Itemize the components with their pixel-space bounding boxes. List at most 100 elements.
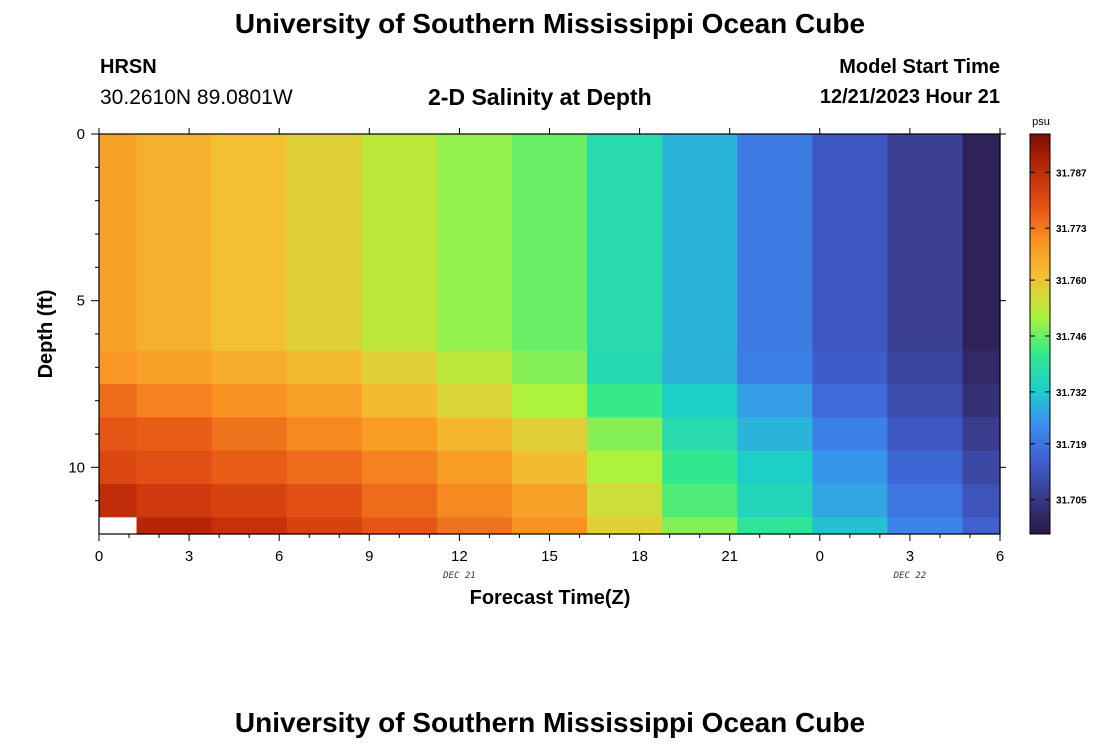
heatmap-cell: [812, 484, 888, 518]
heatmap-cell: [286, 450, 363, 485]
heatmap-cell: [99, 350, 138, 385]
x-tick-label: 21: [721, 548, 738, 565]
heatmap-cell: [887, 484, 964, 518]
x-tick-label: 15: [541, 548, 558, 565]
heatmap-cell: [286, 417, 363, 452]
x-tick-label: 6: [275, 548, 283, 565]
heatmap-cell: [962, 417, 1001, 452]
color-scale-label: 31.773: [1056, 224, 1087, 235]
y-axis-title: Depth (ft): [35, 290, 57, 379]
heatmap-cell: [436, 450, 513, 485]
heatmap-cell: [99, 384, 138, 418]
heatmap-cell: [662, 517, 738, 535]
heatmap-cell: [737, 484, 813, 518]
x-tick-label: 0: [816, 548, 824, 565]
heatmap-cell: [361, 350, 438, 385]
heatmap-cell: [436, 350, 513, 385]
heatmap-cell: [587, 384, 663, 418]
heatmap-cell: [361, 134, 438, 352]
heatmap-cell: [511, 450, 588, 485]
heatmap-cell: [812, 417, 888, 452]
color-scale-label: 31.787: [1056, 168, 1087, 179]
x-tick-label: 0: [95, 548, 103, 565]
heatmap-cell: [812, 450, 888, 485]
heatmap-cell: [511, 517, 588, 535]
heatmap-cells: [99, 134, 1001, 535]
heatmap-cell: [737, 417, 813, 452]
heatmap-cell: [511, 134, 588, 352]
heatmap-cell: [511, 384, 588, 418]
model-start-time: 12/21/2023 Hour 21: [819, 86, 1000, 108]
heatmap-cell: [436, 134, 513, 352]
heatmap-cell: [211, 517, 288, 535]
day-label: DEC 21: [442, 571, 476, 581]
heatmap-cell: [99, 517, 138, 535]
heatmap-cell: [286, 484, 363, 518]
footer-title: University of Southern Mississippi Ocean…: [234, 707, 866, 738]
heatmap-cell: [286, 350, 363, 385]
heatmap-cell: [962, 450, 1001, 485]
heatmap-cell: [436, 384, 513, 418]
heatmap-cell: [962, 517, 1001, 535]
heatmap-cell: [211, 384, 288, 418]
color-scale-label: 31.719: [1056, 440, 1087, 451]
heatmap-cell: [136, 384, 213, 418]
heatmap-cell: [99, 450, 138, 485]
x-tick-label: 3: [185, 548, 193, 565]
heatmap-cell: [812, 350, 888, 385]
y-tick-label: 5: [77, 293, 85, 310]
heatmap-cell: [361, 450, 438, 485]
color-scale-label: 31.760: [1056, 276, 1087, 287]
x-tick-label: 3: [906, 548, 914, 565]
heatmap-cell: [136, 484, 213, 518]
color-scale-gradient: [1029, 133, 1051, 535]
x-axis: 0 3 6 9 12 15 18 21 0 3 6 DEC 21 DEC 22: [95, 128, 1004, 581]
heatmap-cell: [136, 417, 213, 452]
heatmap-cell: [511, 350, 588, 385]
heatmap-cell: [361, 417, 438, 452]
heatmap-cell: [136, 134, 213, 352]
x-tick-label: 9: [365, 548, 373, 565]
heatmap-cell: [737, 517, 813, 535]
heatmap-cell: [286, 517, 363, 535]
heatmap-cell: [812, 134, 888, 352]
heatmap-cell: [887, 134, 964, 352]
heatmap-cell: [887, 417, 964, 452]
color-scale-label: 31.732: [1056, 388, 1087, 399]
y-axis: 0 5 10: [68, 126, 1006, 502]
x-axis-title: Forecast Time(Z): [470, 587, 631, 609]
x-tick-label: 12: [451, 548, 468, 565]
heatmap-cell: [136, 350, 213, 385]
y-tick-label: 0: [77, 126, 85, 143]
heatmap-cell: [587, 484, 663, 518]
heatmap-cell: [887, 517, 964, 535]
page-title: University of Southern Mississippi Ocean…: [234, 8, 866, 39]
color-scale-bar: 31.787 31.773 31.760 31.746 31.732 31.719 31.7…: [1029, 133, 1087, 535]
heatmap-cell: [887, 450, 964, 485]
day-label: DEC 22: [893, 571, 927, 581]
heatmap-cell: [962, 134, 1001, 352]
heatmap-cell: [587, 350, 663, 385]
color-scale-unit: psu: [1032, 116, 1050, 128]
heatmap-cell: [812, 384, 888, 418]
heatmap-cell: [361, 484, 438, 518]
heatmap-cell: [211, 134, 288, 352]
y-tick-label: 10: [68, 459, 85, 476]
heatmap-cell: [962, 484, 1001, 518]
heatmap-cell: [587, 517, 663, 535]
x-tick-label: 6: [996, 548, 1004, 565]
color-scale-label: 31.705: [1056, 496, 1087, 507]
heatmap-cell: [211, 350, 288, 385]
heatmap-cell: [511, 417, 588, 452]
heatmap-cell: [662, 384, 738, 418]
heatmap-cell: [962, 384, 1001, 418]
heatmap-cell: [211, 484, 288, 518]
heatmap-cell: [99, 134, 138, 352]
heatmap-cell: [99, 484, 138, 518]
heatmap-cell: [587, 450, 663, 485]
heatmap-cell: [436, 484, 513, 518]
heatmap-cell: [136, 517, 213, 535]
station-coordinates: 30.2610N 89.0801W: [100, 86, 293, 109]
color-scale-label: 31.746: [1056, 332, 1087, 343]
heatmap-cell: [662, 450, 738, 485]
